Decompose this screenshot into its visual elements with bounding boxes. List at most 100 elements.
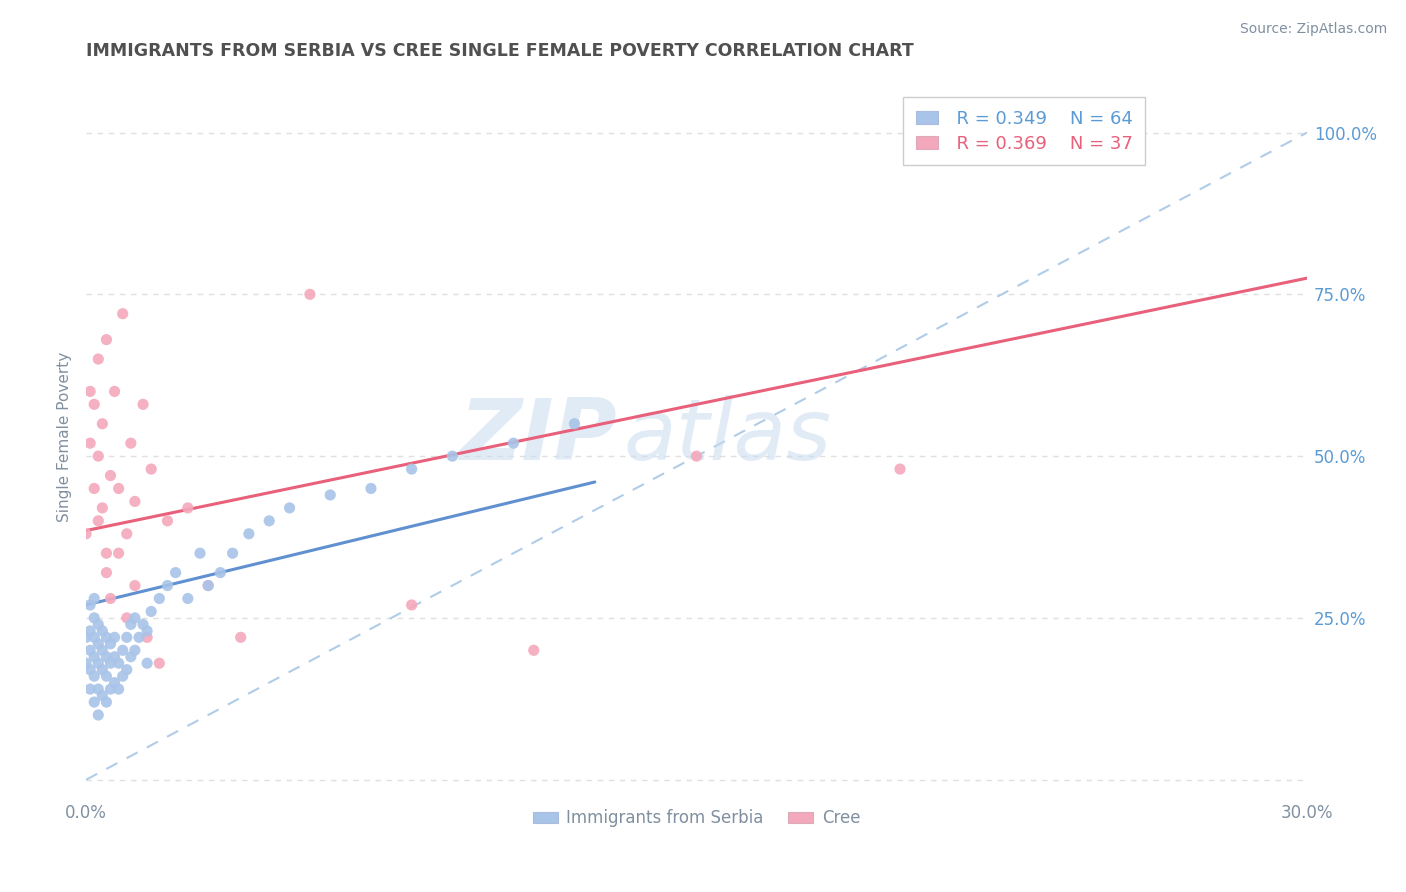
Point [564,417,586,431]
Text: IMMIGRANTS FROM SERBIA VS CREE SINGLE FEMALE POVERTY CORRELATION CHART: IMMIGRANTS FROM SERBIA VS CREE SINGLE FE… [86,42,914,60]
Point [132,397,155,411]
Point [87,617,110,632]
Point [120,617,142,632]
Point [136,630,159,644]
Point [401,598,423,612]
Legend: Immigrants from Serbia, Cree: Immigrants from Serbia, Cree [526,803,868,834]
Point [221,546,243,560]
Point [83,611,105,625]
Point [91,417,114,431]
Point [100,591,122,606]
Point [96,669,118,683]
Point [96,333,118,347]
Point [136,624,159,638]
Point [100,657,122,671]
Point [120,436,142,450]
Y-axis label: Single Female Poverty: Single Female Poverty [58,351,72,522]
Point [96,630,118,644]
Point [83,649,105,664]
Point [79,663,101,677]
Point [79,643,101,657]
Point [115,526,138,541]
Point [87,708,110,723]
Point [136,657,159,671]
Point [278,500,301,515]
Point [103,630,125,644]
Point [128,630,150,644]
Point [87,682,110,697]
Point [79,436,101,450]
Point [401,462,423,476]
Point [96,649,118,664]
Point [100,637,122,651]
Point [889,462,911,476]
Point [115,663,138,677]
Point [83,591,105,606]
Point [238,526,260,541]
Point [209,566,232,580]
Point [87,514,110,528]
Point [115,630,138,644]
Point [87,449,110,463]
Point [83,695,105,709]
Text: ZIP: ZIP [460,395,617,478]
Point [103,649,125,664]
Point [197,578,219,592]
Point [107,546,129,560]
Point [141,462,163,476]
Text: atlas: atlas [623,395,831,478]
Point [319,488,342,502]
Point [111,307,134,321]
Point [156,514,179,528]
Point [124,578,146,592]
Point [132,617,155,632]
Point [91,500,114,515]
Point [83,397,105,411]
Point [96,566,118,580]
Point [103,384,125,399]
Point [177,591,200,606]
Point [124,611,146,625]
Point [87,637,110,651]
Point [75,526,97,541]
Point [188,546,211,560]
Point [165,566,187,580]
Point [79,598,101,612]
Point [100,468,122,483]
Point [83,482,105,496]
Point [107,682,129,697]
Text: Source: ZipAtlas.com: Source: ZipAtlas.com [1240,22,1388,37]
Point [148,591,170,606]
Point [79,682,101,697]
Point [96,546,118,560]
Point [523,643,546,657]
Point [91,643,114,657]
Point [141,604,163,618]
Point [107,657,129,671]
Point [685,449,707,463]
Point [87,657,110,671]
Point [115,611,138,625]
Point [100,682,122,697]
Point [91,663,114,677]
Point [298,287,321,301]
Point [91,624,114,638]
Point [120,649,142,664]
Point [83,669,105,683]
Point [148,657,170,671]
Point [197,578,219,592]
Point [83,630,105,644]
Point [111,643,134,657]
Point [87,352,110,367]
Point [502,436,524,450]
Point [107,482,129,496]
Point [79,384,101,399]
Point [124,494,146,508]
Point [229,630,252,644]
Point [257,514,280,528]
Point [75,630,97,644]
Point [156,578,179,592]
Point [441,449,464,463]
Point [96,695,118,709]
Point [91,689,114,703]
